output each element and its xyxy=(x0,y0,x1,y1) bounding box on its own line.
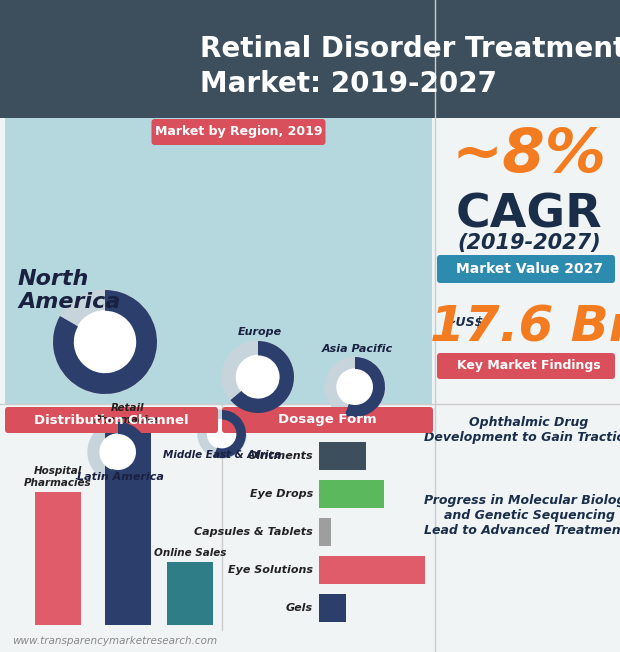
Circle shape xyxy=(53,290,157,394)
Bar xyxy=(319,594,347,622)
Text: ~8%: ~8% xyxy=(451,126,606,185)
FancyBboxPatch shape xyxy=(151,119,326,145)
Circle shape xyxy=(74,311,136,373)
Text: Ophthalmic Drug
Development to Gain Traction: Ophthalmic Drug Development to Gain Trac… xyxy=(424,416,620,444)
Text: www.transparencymarketresearch.com: www.transparencymarketresearch.com xyxy=(12,636,217,646)
Text: Key Market Findings: Key Market Findings xyxy=(457,359,601,372)
Circle shape xyxy=(222,341,294,413)
Bar xyxy=(319,556,425,584)
Wedge shape xyxy=(214,410,246,458)
Text: Retail
Pharmacies: Retail Pharmacies xyxy=(94,404,162,425)
Text: Middle East & Africa: Middle East & Africa xyxy=(162,450,281,460)
Text: Hospital
Pharmacies: Hospital Pharmacies xyxy=(24,466,92,488)
FancyBboxPatch shape xyxy=(0,0,620,118)
Text: Online Sales: Online Sales xyxy=(154,548,226,558)
Text: Market Value 2027: Market Value 2027 xyxy=(456,262,603,276)
Circle shape xyxy=(208,420,236,449)
FancyBboxPatch shape xyxy=(222,407,433,433)
Circle shape xyxy=(100,434,136,470)
Text: Distribution Channel: Distribution Channel xyxy=(34,413,189,426)
Circle shape xyxy=(325,357,385,417)
Text: Capsules & Tablets: Capsules & Tablets xyxy=(194,527,313,537)
Text: North
America: North America xyxy=(18,269,120,312)
Circle shape xyxy=(337,369,373,405)
Text: CAGR: CAGR xyxy=(456,193,602,238)
Text: Eye Solutions: Eye Solutions xyxy=(228,565,313,575)
Bar xyxy=(35,492,81,625)
FancyBboxPatch shape xyxy=(5,407,218,433)
FancyBboxPatch shape xyxy=(437,353,615,379)
Text: Eye Drops: Eye Drops xyxy=(250,489,313,499)
Bar xyxy=(319,518,332,546)
Text: (2019-2027): (2019-2027) xyxy=(457,233,601,253)
Bar xyxy=(105,429,151,625)
Text: Gels: Gels xyxy=(286,603,313,613)
Text: Dosage Form: Dosage Form xyxy=(278,413,377,426)
Circle shape xyxy=(88,422,148,482)
Text: 17.6 Bn: 17.6 Bn xyxy=(430,304,620,352)
Circle shape xyxy=(198,410,246,458)
Text: ~US$: ~US$ xyxy=(446,316,484,329)
Text: Progress in Molecular Biology
and Genetic Sequencing
Lead to Advanced Treatments: Progress in Molecular Biology and Geneti… xyxy=(424,494,620,537)
Text: Europe: Europe xyxy=(238,327,282,337)
Wedge shape xyxy=(345,357,385,417)
Wedge shape xyxy=(53,290,157,394)
Text: Market by Region, 2019: Market by Region, 2019 xyxy=(155,125,322,138)
Bar xyxy=(319,442,366,470)
Text: Latin America: Latin America xyxy=(76,472,164,482)
Bar xyxy=(167,562,213,625)
Text: Asia Pacific: Asia Pacific xyxy=(321,344,392,354)
Text: Ointments: Ointments xyxy=(247,451,313,461)
Wedge shape xyxy=(108,422,148,482)
Circle shape xyxy=(236,355,280,398)
Text: Market: 2019-2027: Market: 2019-2027 xyxy=(200,70,497,98)
Wedge shape xyxy=(231,341,294,413)
FancyBboxPatch shape xyxy=(437,255,615,283)
FancyBboxPatch shape xyxy=(5,118,432,404)
Text: Retinal Disorder Treatment: Retinal Disorder Treatment xyxy=(200,35,620,63)
Bar xyxy=(319,480,384,508)
